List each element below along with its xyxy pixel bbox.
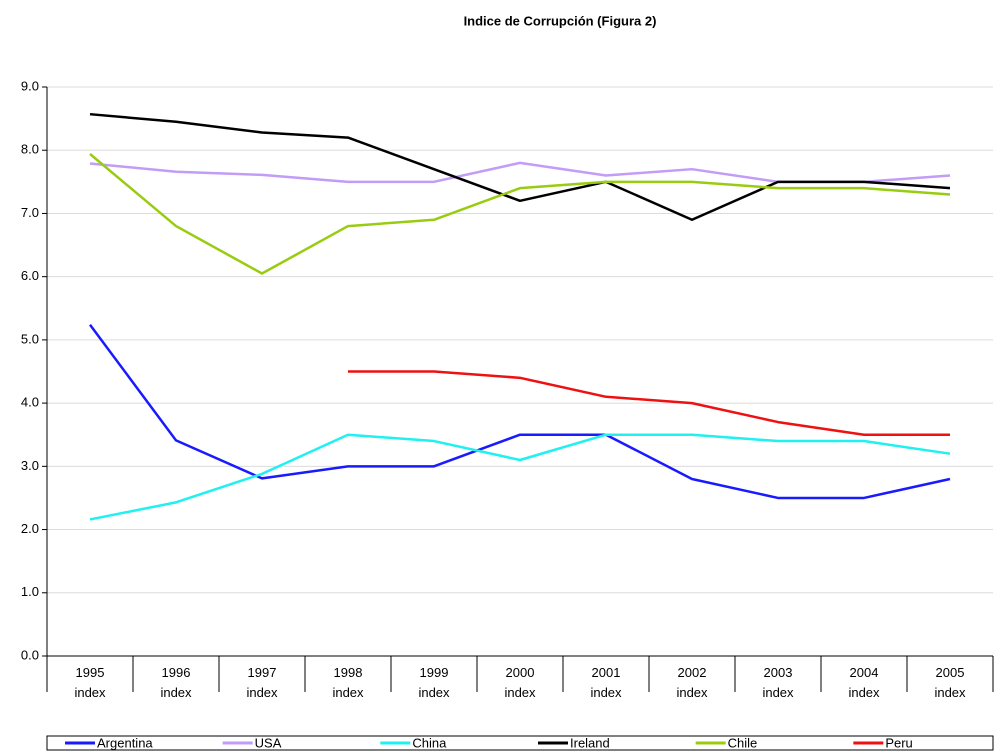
line-series: [89, 153, 951, 275]
y-tick-label: 0.0: [21, 647, 39, 662]
y-tick-label: 9.0: [21, 78, 39, 93]
y-tick-label: 4.0: [21, 395, 39, 410]
legend-label: China: [412, 735, 447, 750]
line-series: [89, 112, 951, 222]
y-tick-label: 2.0: [21, 521, 39, 536]
line-series: [88, 323, 951, 500]
x-tick-label: 2003 index: [762, 665, 794, 700]
chart-title: Indice de Corrupción (Figura 2): [464, 13, 657, 28]
legend-label: USA: [255, 735, 282, 750]
y-tick-label: 7.0: [21, 205, 39, 220]
legend-label: Peru: [885, 735, 912, 750]
y-tick-label: 5.0: [21, 331, 39, 346]
y-tick-label: 3.0: [21, 458, 39, 473]
legend-box: [46, 735, 994, 751]
x-tick-label: 2004 index: [848, 665, 880, 700]
x-tick-label: 1999 index: [418, 665, 450, 700]
y-tick-label: 1.0: [21, 584, 39, 599]
x-tick-label: 2001 index: [590, 665, 622, 700]
y-tick-label: 8.0: [21, 142, 39, 157]
legend-label: Chile: [728, 735, 758, 750]
x-tick-label: 1998 index: [332, 665, 364, 700]
x-tick-label: 1997 index: [246, 665, 278, 700]
x-tick-label: 2000 index: [504, 665, 536, 700]
legend-label: Ireland: [570, 735, 610, 750]
line-series: [89, 161, 951, 184]
x-tick-label: 1995 index: [74, 665, 106, 700]
line-series: [348, 370, 950, 436]
x-tick-label: 2002 index: [676, 665, 708, 700]
x-tick-label: 1996 index: [160, 665, 192, 700]
y-tick-label: 6.0: [21, 268, 39, 283]
line-series: [89, 433, 951, 521]
x-tick-label: 2005 index: [934, 665, 966, 700]
legend-label: Argentina: [97, 735, 153, 750]
